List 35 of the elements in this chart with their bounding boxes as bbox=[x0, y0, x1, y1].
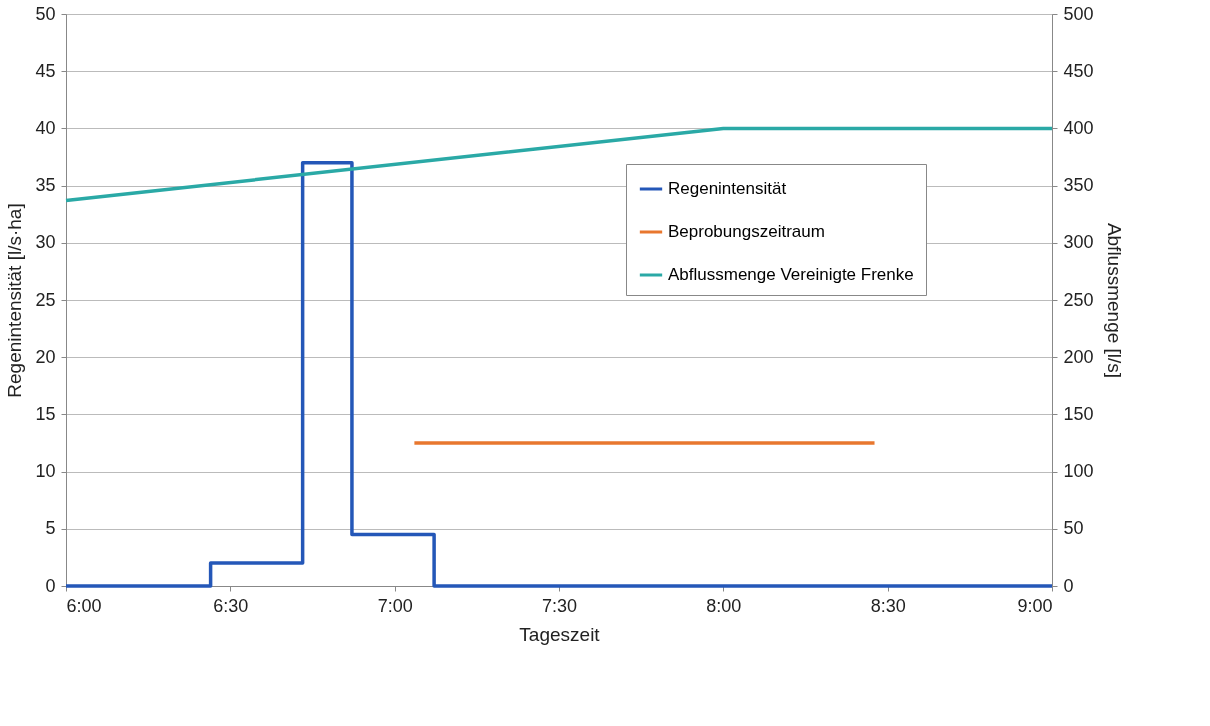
y2-axis-title: Abflussmenge [l/s] bbox=[1103, 222, 1125, 379]
x-tick-label: 7:00 bbox=[377, 595, 413, 616]
x-tick-label: 6:30 bbox=[213, 595, 249, 616]
x-tick-label: 7:30 bbox=[541, 595, 578, 616]
x-axis-title: Tageszeit bbox=[519, 623, 601, 645]
x-tick-label: 9:00 bbox=[1017, 595, 1053, 616]
y-tick-label: 5 bbox=[45, 518, 56, 539]
y-tick-label: 50 bbox=[35, 3, 56, 24]
y2-tick-label: 0 bbox=[1063, 575, 1074, 596]
y2-tick-label: 50 bbox=[1063, 518, 1084, 539]
y2-tick-label: 450 bbox=[1063, 60, 1094, 81]
y-axis-title: Regenintensität [l/s·ha] bbox=[4, 203, 26, 398]
y2-tick-label: 300 bbox=[1063, 232, 1094, 253]
y-tick-label: 30 bbox=[35, 232, 56, 253]
x-tick-label: 8:30 bbox=[870, 595, 906, 616]
x-tick-label: 6:00 bbox=[66, 595, 102, 616]
y-tick-label: 0 bbox=[45, 575, 56, 596]
y2-tick-label: 250 bbox=[1063, 289, 1094, 310]
y-tick-label: 15 bbox=[35, 403, 56, 424]
x-tick-label: 8:00 bbox=[706, 595, 742, 616]
y2-tick-label: 500 bbox=[1063, 3, 1094, 24]
y-tick-label: 25 bbox=[35, 289, 56, 310]
y2-tick-label: 350 bbox=[1063, 175, 1094, 196]
y2-tick-label: 100 bbox=[1063, 461, 1094, 482]
legend-label: Beprobungszeitraum bbox=[668, 222, 825, 241]
y-tick-label: 10 bbox=[35, 461, 56, 482]
y-tick-label: 40 bbox=[35, 117, 56, 138]
y2-tick-label: 200 bbox=[1063, 346, 1094, 367]
legend-label: Regenintensität bbox=[668, 179, 787, 198]
y-tick-label: 45 bbox=[35, 60, 56, 81]
y-tick-label: 35 bbox=[35, 175, 56, 196]
y-tick-label: 20 bbox=[35, 346, 56, 367]
y2-tick-label: 150 bbox=[1063, 403, 1094, 424]
legend-label: Abflussmenge Vereinigte Frenke bbox=[668, 265, 914, 284]
y2-tick-label: 400 bbox=[1063, 117, 1094, 138]
